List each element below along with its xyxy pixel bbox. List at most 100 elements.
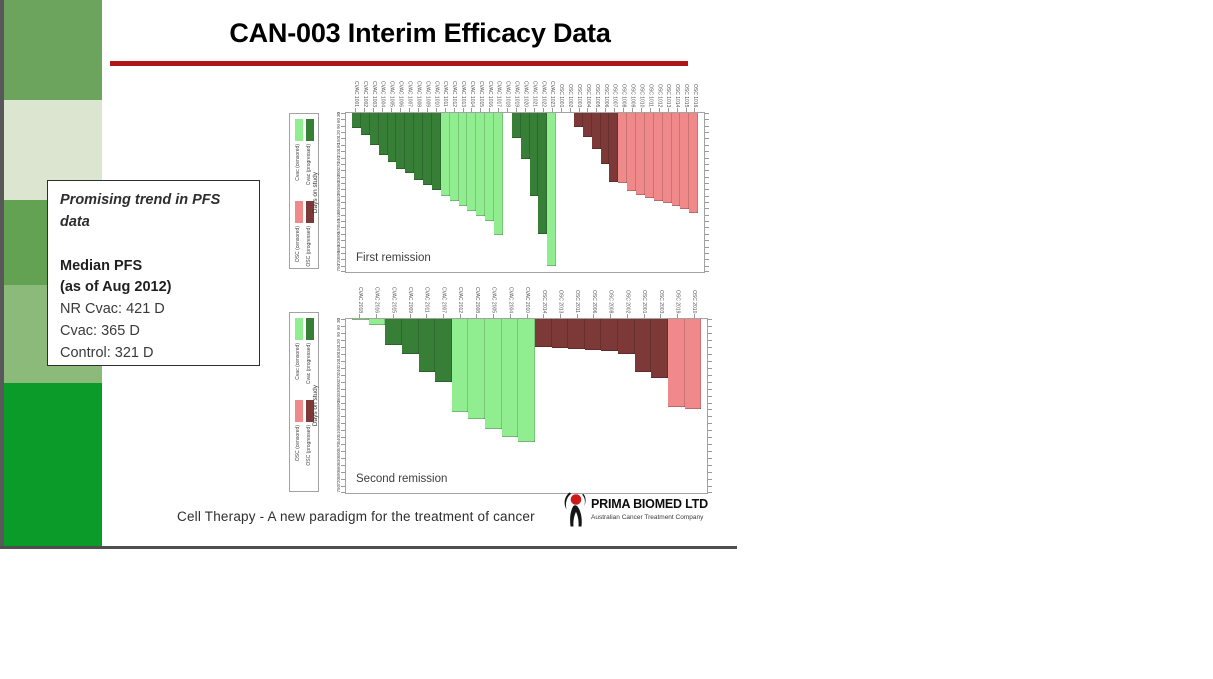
legend-label: OSC (progressed) bbox=[306, 226, 312, 267]
legend-label: OSC (progressed) bbox=[306, 425, 312, 466]
legend-item: OSC (progressed) bbox=[305, 201, 314, 267]
x-tick: CVAC 1020 bbox=[521, 75, 530, 112]
bar-fill bbox=[485, 319, 502, 430]
footer-tagline: Cell Therapy - A new paradigm for the tr… bbox=[177, 509, 535, 524]
y-tick-mark bbox=[708, 437, 712, 439]
x-tick-mark bbox=[459, 314, 461, 318]
slide-bottom-border bbox=[0, 546, 737, 549]
y-tick-mark bbox=[708, 479, 712, 481]
bar-osc_censored bbox=[636, 113, 645, 272]
x-tick-mark bbox=[355, 108, 357, 112]
bar-cvac_censored bbox=[451, 319, 469, 493]
bar-fill bbox=[378, 113, 388, 156]
x-tick-label: OSC 2019 bbox=[674, 289, 681, 313]
y-tick-mark bbox=[705, 144, 709, 146]
x-tick: CVAC 2015 bbox=[384, 281, 401, 318]
bar-fill bbox=[627, 113, 636, 192]
x-tick-mark bbox=[417, 108, 419, 112]
y-tick-mark bbox=[341, 208, 345, 210]
sidebar-accent-strip bbox=[0, 0, 4, 546]
bar-fill bbox=[396, 113, 406, 170]
bar-fill bbox=[568, 319, 585, 350]
sidebar-block bbox=[4, 0, 102, 100]
bar-fill bbox=[387, 113, 397, 162]
y-axis-ticks: 0 30 60 90 120 150 180 210 240 270 300 330 360 390 420… bbox=[326, 318, 342, 494]
x-tick: OSC 2019 bbox=[669, 281, 686, 318]
x-tick-label: CVAC 2011 bbox=[423, 287, 430, 313]
x-tick: CVAC 1010 bbox=[431, 75, 440, 112]
x-tick-mark bbox=[526, 314, 528, 318]
x-tick: OSC 1003 bbox=[574, 75, 583, 112]
y-tick-mark bbox=[705, 252, 709, 254]
legend-label: OSC (censored) bbox=[295, 226, 301, 263]
x-tick-mark bbox=[391, 108, 393, 112]
x-tick-label: CVAC 1007 bbox=[406, 80, 413, 107]
bar-fill bbox=[360, 113, 370, 136]
y-tick-mark bbox=[341, 479, 345, 481]
bar-osc_progressed bbox=[584, 319, 602, 493]
y-tick-mark bbox=[705, 246, 709, 248]
bar-fill bbox=[451, 319, 469, 412]
x-tick: CVAC 1007 bbox=[405, 75, 414, 112]
x-tick-label: CVAC 2018 bbox=[356, 286, 363, 313]
y-tick-mark bbox=[705, 195, 709, 197]
y-tick-mark bbox=[341, 151, 345, 153]
y-tick-mark bbox=[341, 259, 345, 261]
bar-osc_censored bbox=[684, 319, 702, 493]
x-tick-mark bbox=[623, 108, 625, 112]
y-tick-mark bbox=[341, 472, 345, 474]
callout-spacer bbox=[60, 234, 247, 256]
bar-fill bbox=[423, 113, 432, 186]
x-tick: CVAC 1022 bbox=[538, 75, 547, 112]
x-tick: OSC 1015 bbox=[681, 75, 690, 112]
bar-osc_progressed bbox=[609, 113, 619, 272]
legend-label: Cvac (censored) bbox=[295, 144, 301, 181]
y-tick-mark bbox=[705, 240, 709, 242]
x-tick-mark bbox=[632, 108, 634, 112]
x-tick: CVAC 1003 bbox=[369, 75, 378, 112]
bar-cvac_progressed bbox=[520, 113, 530, 272]
x-tick: CVAC 2008 bbox=[468, 281, 485, 318]
y-axis-ticks: 0 30 60 90 120 150 180 210 240 270 300 330 360 390 420… bbox=[326, 112, 342, 273]
y-tick-mark bbox=[708, 492, 712, 493]
x-tick-mark bbox=[610, 314, 612, 318]
bar-fill bbox=[435, 319, 452, 382]
plot-area: Second remission bbox=[341, 318, 712, 494]
y-tick-mark bbox=[708, 451, 712, 453]
bar-fill bbox=[369, 113, 379, 145]
x-tick: CVAC 1005 bbox=[387, 75, 396, 112]
bar-fill bbox=[368, 319, 386, 326]
x-tick: CVAC 1012 bbox=[449, 75, 458, 112]
x-tick-mark bbox=[493, 314, 495, 318]
x-tick-label: OSC 2002 bbox=[624, 289, 631, 313]
y-tick-mark bbox=[341, 367, 345, 369]
x-tick-mark bbox=[426, 108, 428, 112]
legend-label: Cvac (progressed) bbox=[306, 343, 312, 385]
x-tick-mark bbox=[364, 108, 366, 112]
x-tick-label: OSC 2011 bbox=[574, 290, 581, 313]
bar-cvac_censored bbox=[547, 113, 557, 272]
bar-cvac_progressed bbox=[401, 319, 419, 493]
bar-osc_progressed bbox=[582, 113, 592, 272]
x-tick: CVAC 2007 bbox=[435, 281, 452, 318]
bar-cvac_censored bbox=[449, 113, 459, 272]
callout-heading: Promising trend in PFS data bbox=[60, 192, 221, 230]
x-tick: CVAC 2011 bbox=[418, 281, 435, 318]
bar-cvac_progressed bbox=[396, 113, 406, 272]
x-tick-label: CVAC 1021 bbox=[531, 80, 538, 107]
bar-fill bbox=[449, 113, 459, 201]
bar-fill bbox=[405, 113, 415, 174]
x-tick-mark bbox=[453, 108, 455, 112]
bar-cvac_progressed bbox=[414, 113, 423, 272]
x-tick-mark bbox=[685, 108, 687, 112]
x-tick: CVAC 1011 bbox=[440, 75, 449, 112]
y-tick-mark bbox=[708, 423, 712, 425]
x-tick-mark bbox=[543, 314, 545, 318]
y-tick-mark bbox=[341, 138, 345, 140]
y-tick-mark bbox=[708, 339, 712, 341]
bar-osc_progressed bbox=[568, 319, 585, 493]
y-tick-mark bbox=[705, 214, 709, 216]
x-tick: CVAC 1004 bbox=[378, 75, 387, 112]
bar-fill bbox=[385, 319, 402, 345]
bar-osc_censored bbox=[671, 113, 681, 272]
